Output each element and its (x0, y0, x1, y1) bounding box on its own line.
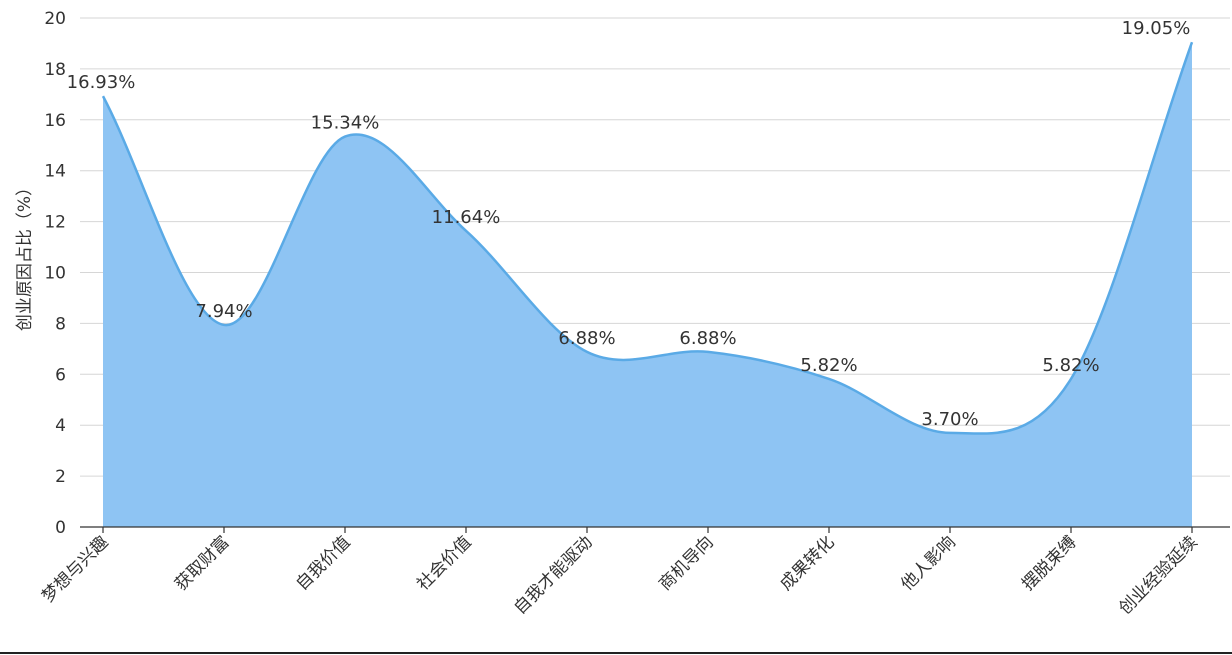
data-label: 5.82% (1042, 355, 1099, 376)
data-label: 3.70% (921, 409, 978, 430)
x-tick-labels: 梦想与兴趣 获取财富 自我价值 社会价值 自我才能驱动 商机导向 成果转化 他人影响 摆脱束缚创… (38, 532, 1201, 618)
data-label: 5.82% (800, 355, 857, 376)
y-tick-labels: 0 2 4 6 8 10 12 14 16 18 20 (44, 9, 66, 538)
data-label: 7.94% (195, 301, 252, 322)
data-label: 6.88% (679, 328, 736, 349)
x-tick-label: 他人影响 (897, 532, 959, 594)
x-tick-label: 获取财富 (171, 532, 233, 594)
x-tick-label: 自我才能驱动 (510, 532, 596, 618)
y-tick-label: 18 (44, 60, 66, 80)
y-tick-label: 14 (44, 162, 66, 182)
x-tick-label: 社会价值 (413, 532, 475, 594)
area-series-line (101, 41, 1194, 435)
y-axis-title: 创业原因占比（%） (15, 179, 35, 331)
y-tick-label: 0 (55, 518, 66, 538)
data-labels: 16.93% 7.94% 15.34% 11.64% 6.88% 6.88% 5.82% 3.… (67, 18, 1191, 430)
area-series-fill (103, 42, 1192, 528)
x-tick-label: 自我价值 (292, 532, 354, 594)
data-label: 16.93% (67, 72, 136, 93)
y-tick-label: 2 (55, 467, 66, 487)
y-tick-label: 16 (44, 111, 66, 131)
data-label: 11.64% (432, 207, 501, 228)
y-tick-label: 12 (44, 213, 66, 233)
x-tick-label: 摆脱束缚 (1018, 532, 1080, 594)
axes (80, 526, 1230, 533)
x-tick-label: 商机导向 (655, 532, 717, 594)
y-tick-label: 8 (55, 314, 66, 334)
x-tick-label: 梦想与兴趣 (38, 532, 112, 606)
x-tick-label: 成果转化 (776, 532, 838, 594)
bottom-rule (0, 652, 1232, 654)
y-tick-label: 6 (55, 365, 66, 385)
data-label: 19.05% (1122, 18, 1191, 39)
y-tick-label: 4 (55, 416, 66, 436)
y-tick-label: 10 (44, 264, 66, 284)
x-tick-label: 创业经验延续 (1115, 532, 1201, 618)
data-label: 15.34% (311, 113, 380, 134)
data-label: 6.88% (558, 328, 615, 349)
y-tick-label: 20 (44, 9, 66, 29)
